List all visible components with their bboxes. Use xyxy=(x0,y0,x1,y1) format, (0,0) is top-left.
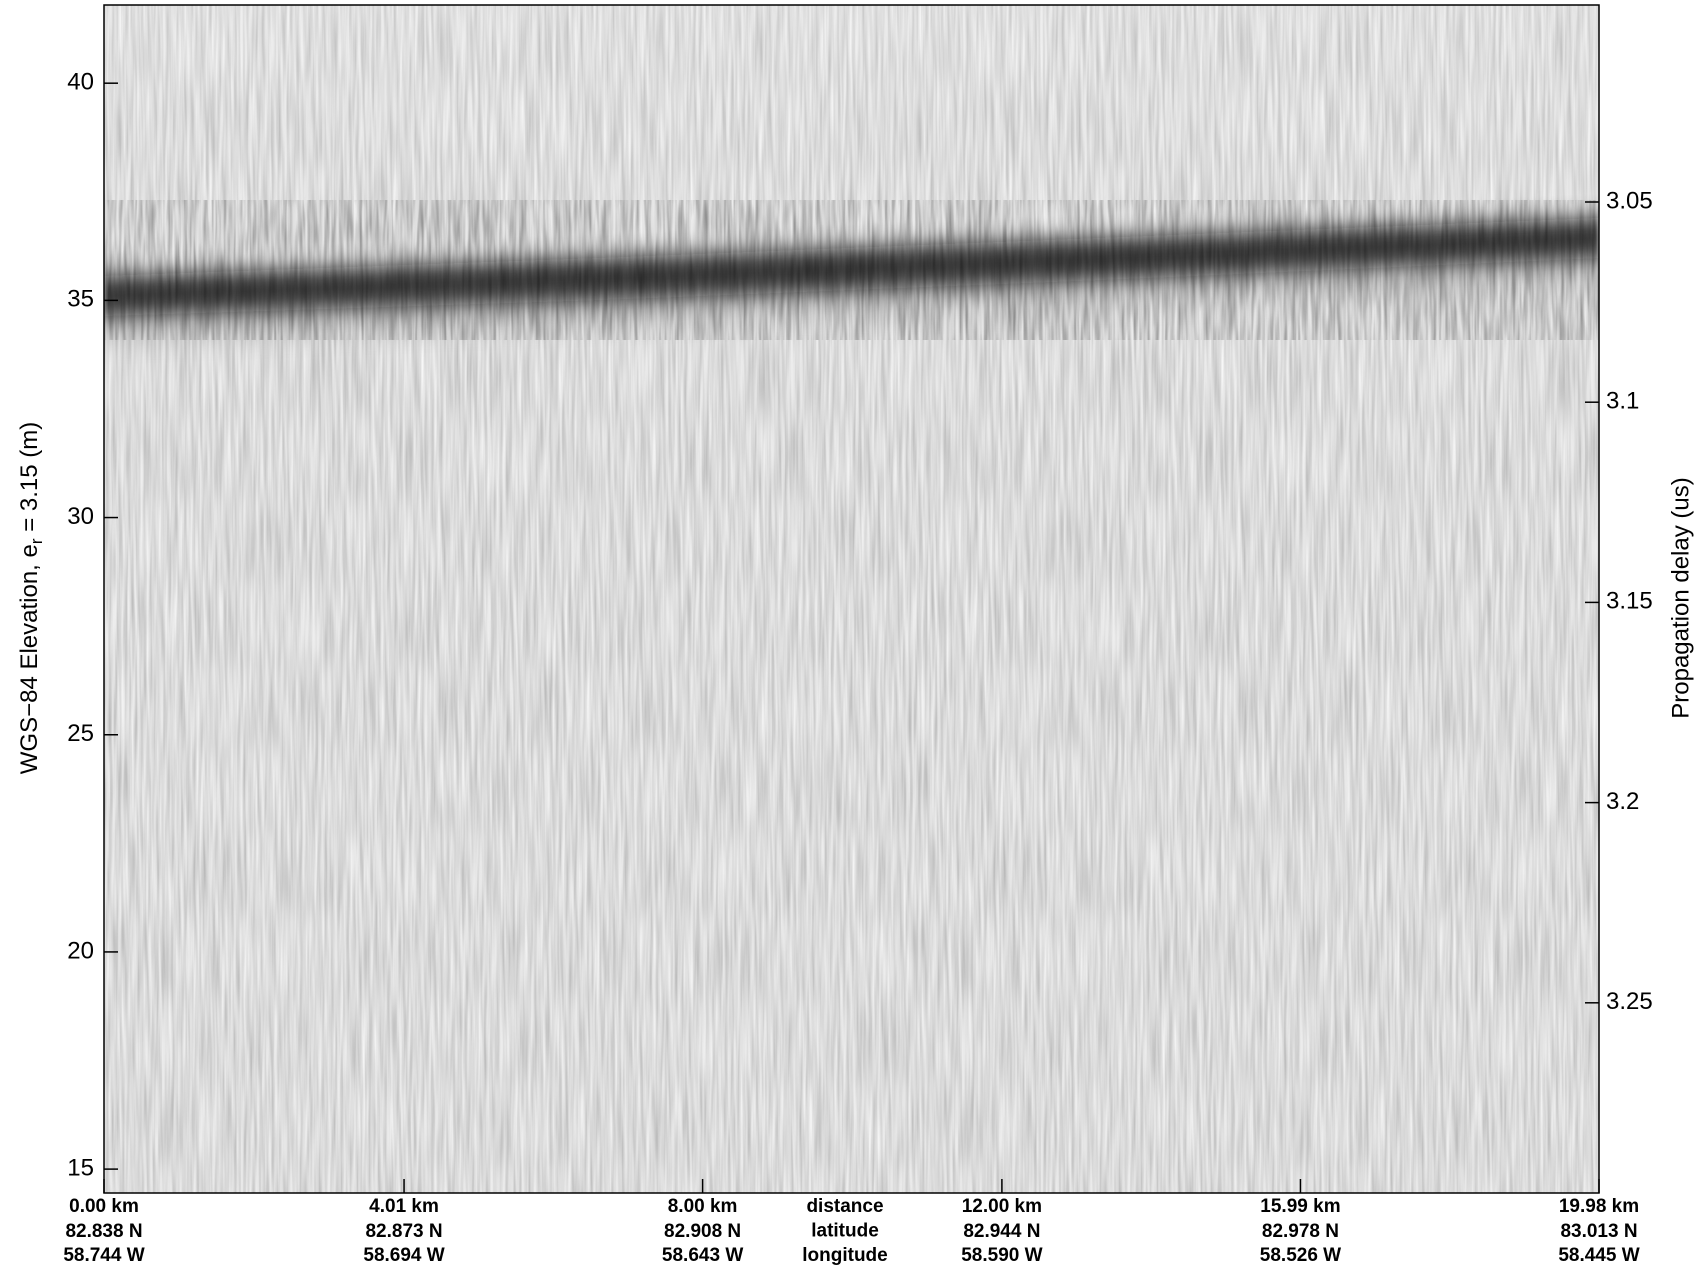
y2-tick-label: 3.25 xyxy=(1606,988,1653,1015)
longitude-label: 58.526 W xyxy=(1260,1245,1341,1265)
y-axis-label-suffix: = 3.15 (m) xyxy=(16,422,43,539)
y-tick-label: 40 xyxy=(67,69,94,96)
longitude-label: 58.590 W xyxy=(961,1245,1042,1265)
y-tick-label: 15 xyxy=(67,1154,94,1181)
latitude-label: 82.978 N xyxy=(1262,1221,1339,1242)
x-tick-label: 15.99 km xyxy=(1260,1196,1340,1217)
x-tick-label: 8.00 km xyxy=(668,1196,738,1217)
y-axis-label: WGS−84 Elevation, er = 3.15 (m) xyxy=(16,422,46,775)
longitude-label: 58.445 W xyxy=(1558,1245,1639,1265)
y-tick-label: 25 xyxy=(67,720,94,747)
y2-tick-label: 3.05 xyxy=(1606,187,1653,214)
y-axis-label-text: WGS−84 Elevation, e xyxy=(16,544,43,774)
x-tick-label: 4.01 km xyxy=(369,1196,439,1217)
latitude-label: 82.838 N xyxy=(65,1221,142,1242)
latitude-label: 83.013 N xyxy=(1560,1221,1637,1242)
y2-tick-label: 3.1 xyxy=(1606,388,1639,415)
x-tick-label: 12.00 km xyxy=(962,1196,1042,1217)
longitude-label: 58.694 W xyxy=(363,1245,444,1265)
latitude-label: 82.873 N xyxy=(365,1221,442,1242)
latitude-label: 82.908 N xyxy=(664,1221,741,1242)
y-tick-label: 35 xyxy=(67,286,94,313)
longitude-label: 58.643 W xyxy=(662,1245,743,1265)
y2-tick-label: 3.2 xyxy=(1606,788,1639,815)
row-title: longitude xyxy=(802,1245,887,1265)
longitude-label: 58.744 W xyxy=(63,1245,144,1265)
x-tick-label: 19.98 km xyxy=(1559,1196,1639,1217)
y2-tick-label: 3.15 xyxy=(1606,588,1653,615)
row-title: distance xyxy=(806,1196,883,1217)
y-tick-label: 20 xyxy=(67,937,94,964)
row-title: latitude xyxy=(811,1221,879,1242)
y2-axis-label: Propagation delay (us) xyxy=(1667,477,1694,718)
y-tick-label: 30 xyxy=(67,503,94,530)
plot-frame xyxy=(103,4,1600,1194)
echo-texture xyxy=(104,200,1599,340)
x-tick-label: 0.00 km xyxy=(69,1196,139,1217)
echogram-image xyxy=(104,5,1599,1193)
latitude-label: 82.944 N xyxy=(963,1221,1040,1242)
y-axis-label-subscript: r xyxy=(27,538,46,544)
